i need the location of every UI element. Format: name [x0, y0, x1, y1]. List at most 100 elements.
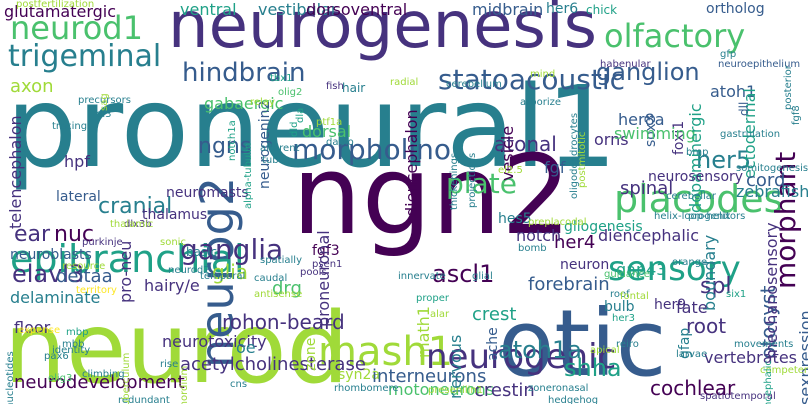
cloud-word: deltaa	[56, 266, 113, 287]
cloud-word: ganglion	[596, 58, 700, 86]
cloud-word: gliogenesis	[564, 219, 643, 235]
cloud-word: hairy/e	[144, 276, 200, 295]
cloud-word: plate	[446, 167, 517, 200]
cloud-word: danio	[326, 137, 354, 148]
cloud-word: chick	[586, 3, 618, 17]
cloud-word: tube	[262, 155, 285, 166]
cloud-word: epibranchial	[10, 237, 245, 281]
cloud-word: antisense	[254, 289, 303, 300]
cloud-word: postfertilization	[16, 0, 95, 10]
cloud-word: atoh1a	[498, 336, 582, 364]
cloud-word: otic	[498, 290, 667, 397]
cloud-word: pools	[300, 267, 327, 278]
cloud-word: ngn2	[292, 131, 572, 259]
cloud-word: resource	[62, 261, 106, 272]
cloud-word: gastrulation	[720, 129, 781, 140]
cloud-word: climbing	[82, 369, 125, 380]
cloud-word: her9	[654, 297, 687, 313]
cloud-word: dld	[289, 121, 300, 137]
cloud-word: bomb	[518, 243, 547, 254]
cloud-word: posterior	[783, 64, 794, 110]
cloud-word: oligonucleotides	[5, 351, 16, 404]
cloud-word: neurod1	[10, 9, 143, 47]
cloud-word: atonal	[494, 132, 557, 156]
cloud-word: olfactory	[604, 17, 746, 55]
cloud-word: axon	[10, 76, 54, 97]
cloud-word: lateral	[56, 189, 101, 205]
cloud-word: alpha-tubulin	[243, 142, 254, 209]
cloud-word: motoneurons	[388, 380, 495, 399]
cloud-word: spl	[700, 274, 732, 299]
cloud-word: statoacoustic	[438, 63, 626, 96]
cloud-word: zoneronasal	[528, 383, 589, 394]
cloud-word: spatially	[260, 255, 302, 266]
cloud-word: territory	[76, 285, 117, 296]
cloud-word: expense	[18, 325, 61, 336]
cloud-word: midbrain	[472, 0, 544, 19]
cloud-word: ortholog	[706, 1, 765, 17]
cloud-word: notch	[516, 226, 562, 245]
cloud-word: reiro	[616, 339, 639, 350]
cloud-word: dla	[295, 107, 306, 123]
cloud-word: thalamic	[110, 219, 154, 230]
cloud-word: temporal	[200, 271, 246, 282]
cloud-word: gfp	[720, 49, 737, 60]
cloud-word: bulb	[604, 299, 635, 315]
cloud-word: innervate	[398, 271, 446, 282]
cloud-word: pax6	[44, 351, 69, 362]
cloud-word: progenitors	[688, 211, 746, 222]
cloud-word: proneuronal	[314, 230, 333, 328]
cloud-word: trigeminal	[8, 39, 162, 74]
cloud-word: zone	[303, 337, 319, 371]
cloud-word: misexpression	[796, 310, 808, 404]
cloud-word: ascl1	[432, 260, 495, 288]
cloud-word: tbx1	[270, 73, 293, 84]
cloud-word: neurod	[4, 292, 349, 404]
cloud-word: acetylcholinesterase	[180, 354, 366, 375]
cloud-word: orns	[594, 130, 629, 149]
cloud-word: glia	[212, 260, 249, 284]
cloud-word: telencephalic	[763, 359, 774, 404]
cloud-word: neurogenesis	[168, 0, 597, 63]
cloud-word: cord	[746, 170, 786, 191]
cloud-word: ptf1a	[316, 117, 343, 128]
cloud-word: presenilin1	[428, 385, 484, 396]
cloud-word: helix-loop-helix	[654, 211, 731, 222]
cloud-word: gabaergic	[204, 94, 284, 113]
cloud-word: pro-neu	[116, 241, 135, 304]
cloud-word: vestibular	[258, 0, 338, 19]
cloud-word: neurogenic	[426, 337, 617, 377]
cloud-word: hair	[342, 81, 366, 95]
cloud-word: cochlear	[650, 376, 736, 400]
cloud-word: her4	[554, 232, 596, 253]
cloud-word: rhombomere	[334, 383, 399, 394]
cloud-word: primordium	[179, 365, 190, 404]
cloud-word: her6	[546, 1, 579, 17]
cloud-word: her5	[696, 146, 752, 174]
cloud-word: notch1a	[227, 120, 238, 162]
cloud-word: movements	[734, 339, 794, 350]
cloud-word: swimming	[614, 124, 696, 143]
cloud-word: roof	[610, 289, 630, 300]
cloud-word: fate	[676, 298, 708, 317]
cloud-word: guidance	[604, 269, 650, 280]
cloud-word: glial	[472, 271, 493, 282]
cloud-word: rise	[160, 359, 179, 370]
cloud-word: olig3	[48, 373, 73, 384]
cloud-word: apical	[590, 345, 620, 356]
cloud-word: nuc	[54, 222, 94, 247]
cloud-word: relay	[250, 97, 275, 108]
cloud-word: zebrafish	[736, 182, 808, 201]
cloud-word: somitogenesis	[736, 163, 808, 174]
cloud-word: neurodevelopment	[14, 372, 185, 393]
cloud-word: habenular	[600, 59, 651, 70]
cloud-word: fish	[326, 81, 344, 92]
cloud-word: neuroblasts	[10, 247, 92, 263]
cloud-word: spinal	[620, 178, 674, 199]
cloud-word: elavl3	[12, 260, 85, 288]
cloud-word: neurosensory	[648, 169, 744, 185]
cloud-word: identity	[52, 345, 91, 356]
cloud-word: gap43	[616, 260, 667, 279]
cloud-word: cerebellum	[446, 79, 502, 90]
cloud-word: delaminate	[10, 288, 101, 307]
